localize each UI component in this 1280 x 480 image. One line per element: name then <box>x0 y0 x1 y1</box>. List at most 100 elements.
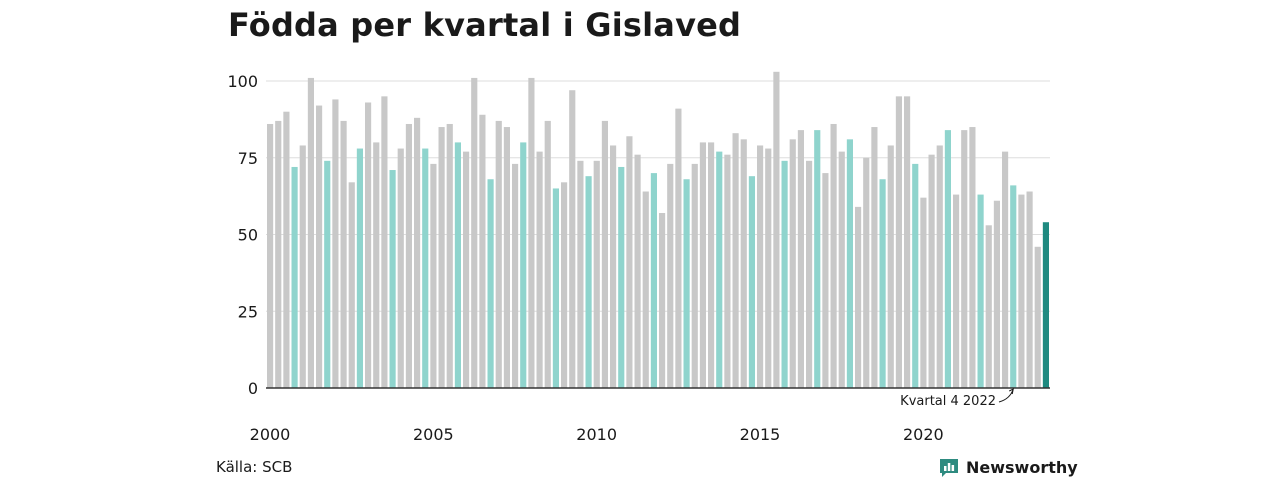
bar <box>724 154 731 388</box>
x-axis-labels: 2000 2005 2010 2015 2020 <box>250 425 944 444</box>
bar <box>520 142 527 388</box>
bar <box>552 188 559 388</box>
bar <box>699 142 706 388</box>
bar <box>561 182 568 388</box>
bar <box>732 133 739 388</box>
bar <box>626 136 633 388</box>
bars <box>267 71 1049 389</box>
chart-title: Födda per kvartal i Gislaved <box>228 6 742 44</box>
bar <box>593 160 600 388</box>
bar <box>299 145 306 388</box>
annotation: Kvartal 4 2022 <box>900 388 1014 409</box>
y-tick-label: 100 <box>227 72 258 91</box>
x-tick-label: 2015 <box>740 425 781 444</box>
bar <box>1026 191 1033 388</box>
bar <box>585 176 592 388</box>
bar <box>446 123 453 388</box>
bar <box>495 120 502 388</box>
bar <box>659 213 666 388</box>
bar <box>430 163 437 388</box>
bar <box>936 145 943 388</box>
bar <box>855 206 862 388</box>
bar <box>650 173 657 388</box>
bar <box>463 151 470 388</box>
bar <box>544 120 551 388</box>
bar <box>577 160 584 388</box>
bar <box>977 194 984 388</box>
bar <box>373 142 380 388</box>
bar <box>422 148 429 388</box>
bar <box>438 127 445 389</box>
bar <box>324 160 331 388</box>
bar <box>806 160 813 388</box>
bar <box>1042 222 1049 388</box>
bar <box>348 182 355 388</box>
brand-logo: Newsworthy <box>938 456 1078 478</box>
bar <box>797 130 804 388</box>
bar <box>569 90 576 389</box>
gridlines <box>266 80 1050 312</box>
bar <box>675 108 682 388</box>
bar <box>1034 246 1041 388</box>
bar <box>340 120 347 388</box>
bar <box>332 99 339 389</box>
newsworthy-logo-icon <box>940 459 958 477</box>
bar <box>528 77 535 389</box>
bar <box>536 151 543 388</box>
bar <box>830 123 837 388</box>
bar <box>920 197 927 388</box>
bar <box>708 142 715 388</box>
bar <box>471 77 478 389</box>
bar <box>944 130 951 388</box>
brand-name: Newsworthy <box>966 457 1078 477</box>
y-axis-labels: 0 25 50 75 100 <box>227 72 258 398</box>
bar <box>961 130 968 388</box>
bar <box>267 123 274 388</box>
bar <box>781 160 788 388</box>
bar <box>291 166 298 388</box>
bar <box>683 179 690 388</box>
bar <box>307 77 314 389</box>
bar <box>503 127 510 389</box>
bar <box>316 105 323 388</box>
bar <box>863 157 870 388</box>
bar <box>512 163 519 388</box>
bar <box>642 191 649 388</box>
bar <box>1010 185 1017 388</box>
y-tick-label: 50 <box>238 226 258 245</box>
y-tick-label: 0 <box>248 379 258 398</box>
bar <box>381 96 388 388</box>
bar <box>356 148 363 388</box>
bar <box>765 148 772 388</box>
bar <box>773 71 780 388</box>
x-tick-label: 2005 <box>413 425 454 444</box>
bar <box>634 154 641 388</box>
bar <box>716 151 723 388</box>
bar <box>953 194 960 388</box>
x-tick-label: 2000 <box>250 425 291 444</box>
bar <box>928 154 935 388</box>
bar <box>397 148 404 388</box>
bar <box>895 96 902 388</box>
bar <box>814 130 821 388</box>
bar <box>879 179 886 388</box>
bar <box>667 163 674 388</box>
bar <box>822 173 829 388</box>
bar <box>871 127 878 389</box>
bar <box>414 117 421 388</box>
bar <box>740 139 747 388</box>
y-tick-label: 25 <box>238 302 258 321</box>
bar <box>757 145 764 388</box>
bar <box>904 96 911 388</box>
bar <box>454 142 461 388</box>
bar <box>479 114 486 389</box>
x-tick-label: 2010 <box>576 425 617 444</box>
bar <box>405 123 412 388</box>
bar <box>618 166 625 388</box>
bar <box>1002 151 1009 388</box>
bar <box>748 176 755 388</box>
bar <box>389 170 396 388</box>
x-tick-label: 2020 <box>903 425 944 444</box>
bar <box>912 163 919 388</box>
